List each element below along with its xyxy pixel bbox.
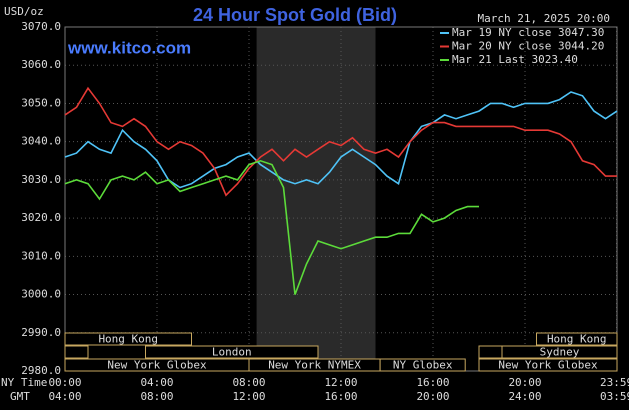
x-tick-label: 23:59 <box>600 376 629 389</box>
x-tick-label: 04:00 <box>140 376 173 389</box>
x2-axis-label: GMT <box>10 390 30 403</box>
y-tick-label: 3030.0 <box>21 173 61 186</box>
shaded-region <box>256 27 376 371</box>
session-label: NY Globex <box>393 359 453 372</box>
x-tick-label: 08:00 <box>232 376 265 389</box>
x-tick-label: 16:00 <box>416 376 449 389</box>
session-box <box>145 345 319 359</box>
legend-label: Mar 20 NY close 3044.20 <box>452 40 604 53</box>
y-tick-label: 2980.0 <box>21 364 61 377</box>
series-line <box>64 91 618 189</box>
session-box <box>501 345 618 359</box>
x2-tick-label: 12:00 <box>232 390 265 403</box>
y-tick-label: 3050.0 <box>21 96 61 109</box>
session-box <box>64 345 89 359</box>
session-label: Sydney <box>540 346 580 359</box>
session-box <box>536 332 618 346</box>
x2-tick-label: 08:00 <box>140 390 173 403</box>
y-tick-label: 3010.0 <box>21 249 61 262</box>
session-label: Hong Kong <box>547 333 607 346</box>
session-label: New York NYMEX <box>268 359 361 372</box>
session-label: New York Globex <box>107 359 207 372</box>
y-tick-label: 3000.0 <box>21 288 61 301</box>
y-tick-label: 3070.0 <box>21 20 61 33</box>
x2-tick-label: 03:59 <box>600 390 629 403</box>
chart-title: 24 Hour Spot Gold (Bid) <box>193 5 397 25</box>
x2-tick-label: 16:00 <box>324 390 357 403</box>
x-tick-label: 00:00 <box>48 376 81 389</box>
x-axis-label: NY Time <box>1 376 47 389</box>
session-label: Hong Kong <box>98 333 158 346</box>
timestamp: March 21, 2025 20:00 <box>478 12 610 25</box>
y-tick-label: 3020.0 <box>21 211 61 224</box>
x-tick-label: 20:00 <box>508 376 541 389</box>
y-tick-label: 2990.0 <box>21 326 61 339</box>
session-label: London <box>212 346 252 359</box>
series-line <box>64 159 479 295</box>
y-tick-label: 3060.0 <box>21 58 61 71</box>
session-box <box>379 358 466 372</box>
y-unit: USD/oz <box>4 5 44 18</box>
session-box <box>64 332 192 346</box>
x-tick-label: 12:00 <box>324 376 357 389</box>
x2-tick-label: 04:00 <box>48 390 81 403</box>
x2-tick-label: 20:00 <box>416 390 449 403</box>
x2-tick-label: 24:00 <box>508 390 541 403</box>
session-box <box>478 345 503 359</box>
legend-label: Mar 21 Last 3023.40 <box>452 53 578 66</box>
source: www.kitco.com <box>67 38 191 57</box>
session-label: New York Globex <box>498 359 598 372</box>
legend-label: Mar 19 NY close 3047.30 <box>452 26 604 39</box>
series-line <box>64 86 617 197</box>
session-box <box>478 358 618 372</box>
y-tick-label: 3040.0 <box>21 135 61 148</box>
